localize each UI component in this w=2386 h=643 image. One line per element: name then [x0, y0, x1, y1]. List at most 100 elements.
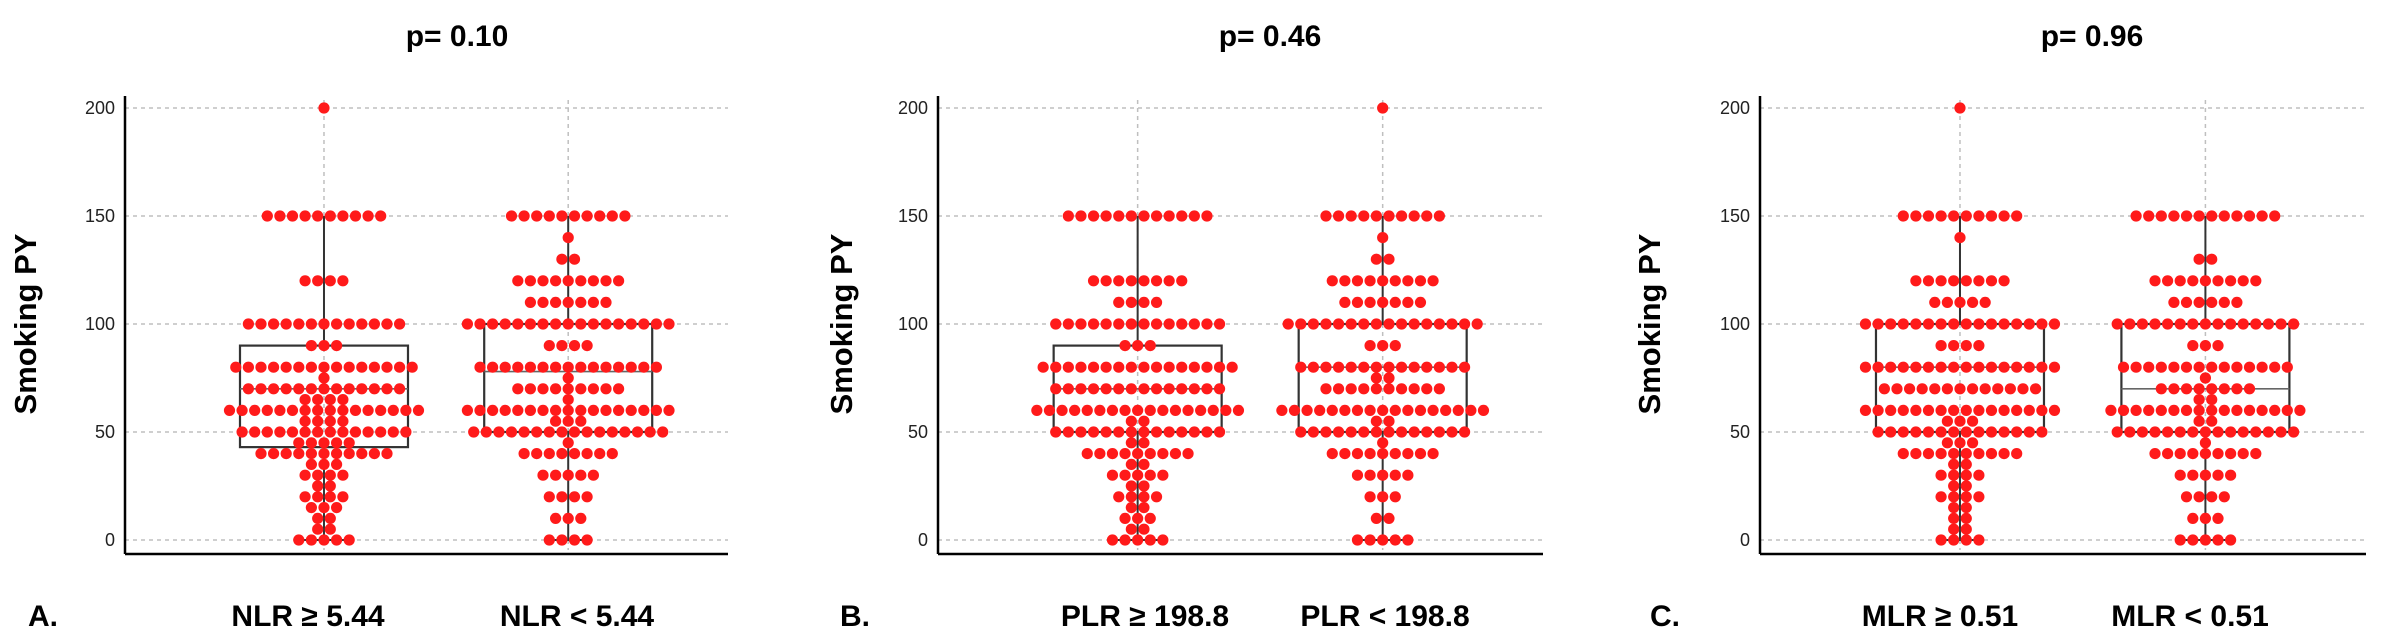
data-point	[587, 404, 600, 416]
data-point	[1897, 318, 1909, 330]
data-point	[537, 318, 549, 330]
data-point	[1383, 253, 1395, 265]
data-point	[1395, 361, 1408, 373]
data-point	[1150, 275, 1163, 287]
data-point	[242, 361, 254, 373]
data-point	[1383, 383, 1395, 395]
data-point	[2180, 296, 2193, 308]
data-point	[2162, 448, 2174, 460]
data-point	[1132, 534, 1144, 546]
data-point	[249, 426, 261, 438]
data-point	[2206, 210, 2218, 222]
data-point	[1113, 275, 1125, 287]
data-point	[2149, 426, 2161, 438]
data-point	[1960, 275, 1972, 287]
data-point	[1421, 383, 1433, 395]
data-point	[2162, 318, 2174, 330]
data-point	[613, 361, 625, 373]
data-point	[512, 318, 524, 330]
data-point	[1295, 426, 1307, 438]
data-point	[1125, 275, 1137, 287]
data-point	[2237, 318, 2249, 330]
data-point	[305, 448, 317, 460]
data-point	[293, 361, 305, 373]
data-point	[324, 523, 336, 535]
data-point	[1138, 318, 1150, 330]
data-point	[638, 404, 650, 416]
data-point	[400, 404, 412, 416]
data-point	[1351, 469, 1364, 481]
data-point	[1960, 480, 1972, 492]
data-point	[1213, 383, 1226, 395]
data-point	[1427, 404, 1439, 416]
data-point	[1948, 534, 1960, 546]
data-point	[343, 448, 355, 460]
data-point	[1113, 426, 1125, 438]
data-point	[1320, 210, 1332, 222]
data-point	[2187, 448, 2199, 460]
data-point	[2136, 318, 2149, 330]
y-tick-label: 50	[1730, 422, 1750, 442]
data-point	[1954, 232, 1966, 244]
data-point	[1998, 275, 2010, 287]
data-point	[1163, 361, 1175, 373]
data-point	[1421, 361, 1433, 373]
data-point	[543, 491, 555, 503]
data-point	[362, 210, 374, 222]
data-point	[1157, 404, 1169, 416]
data-point	[550, 512, 562, 525]
data-point	[1878, 383, 1890, 395]
data-point	[1966, 437, 1979, 449]
data-point	[1201, 210, 1213, 222]
data-point	[2250, 426, 2262, 438]
y-tick-label: 150	[1720, 206, 1750, 226]
data-point	[1458, 361, 1471, 373]
data-point	[1433, 361, 1445, 373]
data-point	[343, 361, 355, 373]
data-point	[2124, 318, 2136, 330]
data-point	[575, 383, 587, 395]
data-point	[393, 361, 406, 373]
y-tick-label: 100	[85, 314, 115, 334]
data-point	[1985, 361, 1998, 373]
data-point	[1345, 318, 1357, 330]
data-point	[2174, 318, 2186, 330]
data-point	[1954, 102, 1966, 114]
y-tick-label: 0	[918, 530, 928, 550]
data-point	[1094, 448, 1106, 460]
data-point	[1377, 296, 1389, 308]
data-point	[1358, 210, 1370, 222]
panel-letter: A.	[28, 600, 58, 633]
data-point	[2231, 383, 2243, 395]
data-point	[1339, 296, 1351, 308]
data-point	[381, 448, 393, 460]
data-point	[2168, 296, 2180, 308]
data-point	[1288, 404, 1301, 416]
data-point	[1332, 210, 1345, 222]
data-point	[2187, 275, 2199, 287]
data-point	[1031, 404, 1043, 416]
data-point	[2218, 491, 2230, 503]
data-point	[2218, 404, 2230, 416]
data-point	[1377, 232, 1389, 244]
data-point	[236, 404, 248, 416]
data-point	[487, 318, 499, 330]
data-point	[1125, 458, 1137, 470]
data-point	[1157, 534, 1169, 546]
data-point	[324, 480, 336, 492]
data-point	[387, 426, 399, 438]
data-point	[1364, 296, 1376, 308]
data-point	[2111, 426, 2123, 438]
data-point	[1113, 318, 1125, 330]
data-point	[1182, 404, 1194, 416]
data-point	[1106, 404, 1119, 416]
panel-a: 0 50 100 150 200 Smoking PY p= 0.10 NLR ≥ 5.44 N…	[8, 20, 728, 633]
data-point	[1389, 340, 1401, 352]
data-point	[337, 426, 349, 438]
data-point	[1113, 491, 1125, 503]
data-point	[2225, 469, 2237, 481]
data-point	[1954, 296, 1966, 308]
data-point	[562, 512, 574, 525]
data-point	[1998, 404, 2010, 416]
data-point	[1320, 383, 1332, 395]
